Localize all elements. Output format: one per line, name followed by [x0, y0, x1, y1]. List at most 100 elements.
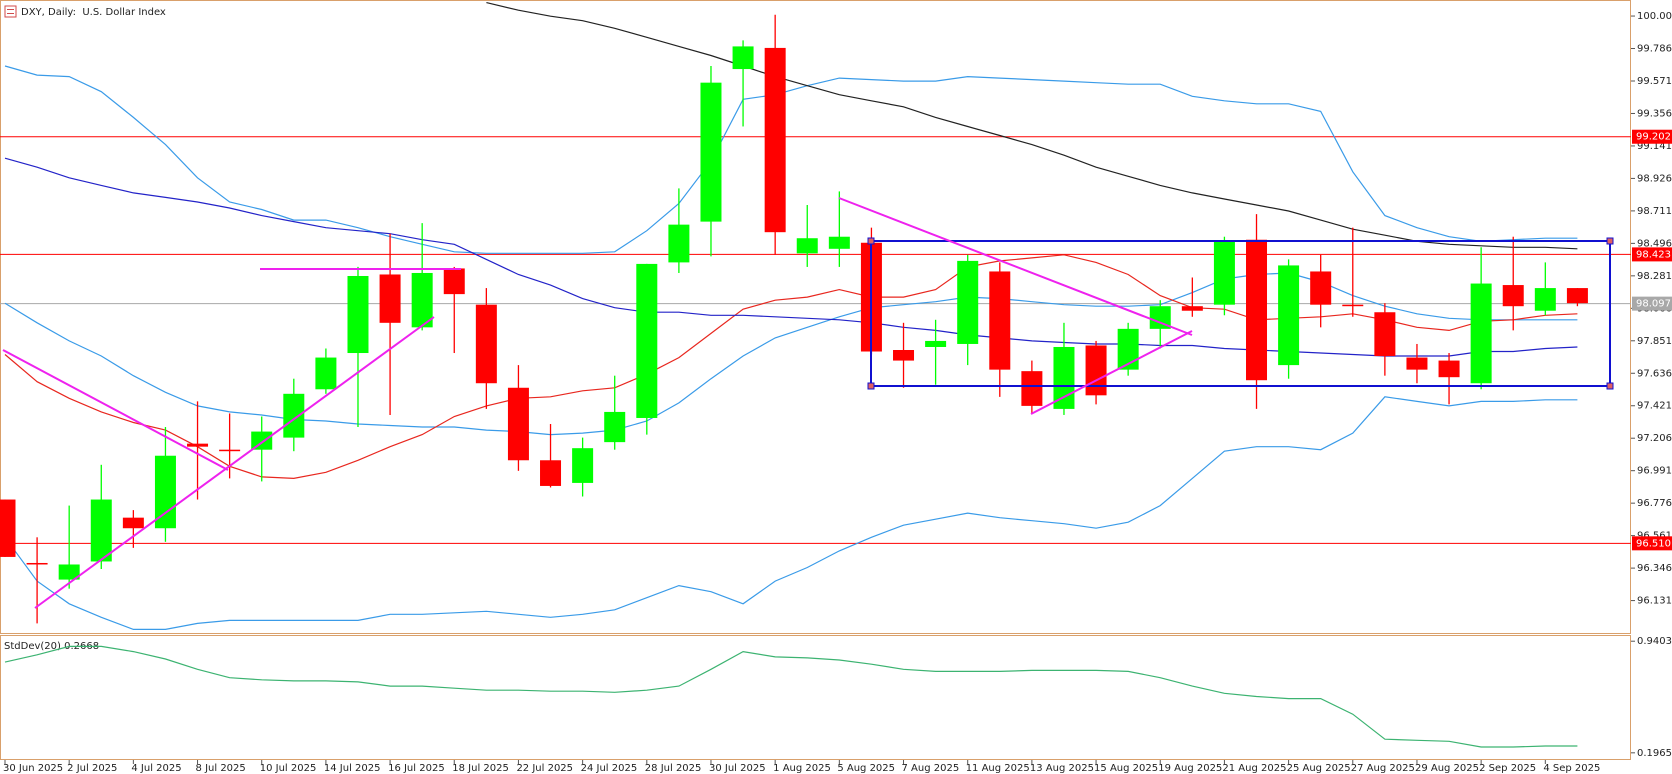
candle-body: [1406, 357, 1428, 370]
box-handle: [1606, 237, 1614, 245]
candle-body: [636, 263, 658, 418]
x-tick-label: 11 Aug 2025: [966, 763, 1030, 774]
candle-body: [764, 47, 786, 233]
symbol-icon: [4, 5, 17, 18]
candle-body: [0, 499, 16, 557]
y-tick-label: 96.776: [1637, 498, 1672, 509]
x-tick-label: 5 Aug 2025: [837, 763, 895, 774]
y-tick-label: 97.636: [1637, 368, 1672, 379]
candle-layer: [0, 14, 1588, 624]
candle-body: [1278, 265, 1300, 366]
x-tick-label: 4 Jul 2025: [131, 763, 181, 774]
trend-line: [2, 349, 229, 471]
candle-body: [1502, 285, 1524, 307]
candle-body: [347, 275, 369, 354]
chart-title: DXY, Daily: U.S. Dollar Index: [21, 7, 166, 18]
y-tick-label: 96.346: [1637, 563, 1672, 574]
x-tick-label: 28 Jul 2025: [645, 763, 702, 774]
candle-body: [700, 82, 722, 222]
y-tick-label: 99.141: [1637, 141, 1672, 152]
y-tick-label: 96.561: [1637, 531, 1672, 542]
candle-body: [58, 564, 80, 580]
candle-body: [315, 357, 337, 390]
candle-body: [1053, 346, 1075, 409]
candle-body: [1470, 283, 1492, 384]
title-block: DXY, Daily: U.S. Dollar Index: [4, 5, 166, 18]
candle-body: [411, 272, 433, 328]
y-tick-label: 99.356: [1637, 108, 1672, 119]
price-level-label: 98.423: [1636, 249, 1671, 260]
x-tick-label: 13 Aug 2025: [1030, 763, 1094, 774]
overlay-layer: [4, 2, 1578, 630]
sub-y-tick-label: 0.1965: [1637, 748, 1672, 759]
candle-body: [379, 274, 401, 323]
candle-body: [989, 271, 1011, 370]
trend-line: [34, 316, 435, 609]
candle-body: [219, 449, 241, 452]
drawing-objects: [2, 197, 1614, 609]
candle-body: [604, 411, 626, 443]
candle-body: [1566, 288, 1588, 304]
indicator-label: StdDev(20) 0.2668: [4, 641, 99, 652]
range-box: [870, 240, 1611, 387]
y-tick-label: 97.851: [1637, 336, 1672, 347]
candle-body: [957, 260, 979, 344]
y-tick-label: 100.001: [1637, 11, 1672, 22]
y-tick-label: 98.926: [1637, 173, 1672, 184]
x-tick-label: 29 Aug 2025: [1415, 763, 1479, 774]
indicator-line: [486, 2, 1578, 250]
candle-body: [1181, 306, 1203, 311]
candle-body: [668, 224, 690, 263]
x-tick-label: 7 Aug 2025: [902, 763, 960, 774]
price-level-box: [1632, 129, 1672, 144]
y-tick-label: 97.206: [1637, 433, 1672, 444]
y-tick-label: 98.496: [1637, 238, 1672, 249]
x-tick-label: 25 Aug 2025: [1287, 763, 1351, 774]
candle-body: [1438, 360, 1460, 378]
candle-body: [90, 499, 112, 562]
candle-body: [122, 517, 144, 529]
candle-body: [1117, 328, 1139, 370]
price-level-label: 96.510: [1636, 538, 1671, 549]
candle-body: [1310, 271, 1332, 305]
y-tick-label: 96.991: [1637, 466, 1672, 477]
price-level-label: 98.097: [1636, 299, 1671, 310]
y-tick-label: 99.786: [1637, 44, 1672, 55]
price-level-box: [1632, 296, 1672, 311]
x-tick-label: 24 Jul 2025: [581, 763, 638, 774]
price-level-box: [1632, 247, 1672, 262]
trend-line: [1030, 330, 1193, 415]
indicator-line: [4, 65, 1578, 254]
candle-body: [187, 443, 209, 447]
sub-y-tick-label: 0.9403: [1637, 636, 1672, 647]
y-tick-label: 99.571: [1637, 76, 1672, 87]
x-tick-label: 10 Jul 2025: [260, 763, 317, 774]
candle-body: [1149, 306, 1171, 329]
x-tick-label: 22 Jul 2025: [516, 763, 573, 774]
x-tick-label: 27 Aug 2025: [1351, 763, 1415, 774]
x-tick-label: 16 Jul 2025: [388, 763, 445, 774]
x-tick-label: 15 Aug 2025: [1094, 763, 1158, 774]
candle-body: [1534, 288, 1556, 311]
levels-layer: [0, 136, 1631, 544]
candle-body: [1021, 371, 1043, 406]
y-tick-label: 97.421: [1637, 401, 1672, 412]
stddev-line: [4, 645, 1578, 748]
x-tick-label: 14 Jul 2025: [324, 763, 381, 774]
x-tick-label: 18 Jul 2025: [452, 763, 509, 774]
x-tick-label: 4 Sep 2025: [1543, 763, 1600, 774]
candle-body: [540, 460, 562, 486]
price-level-box: [1632, 536, 1672, 551]
x-tick-label: 21 Aug 2025: [1222, 763, 1286, 774]
box-handle: [867, 382, 875, 390]
candle-body: [1213, 241, 1235, 305]
x-tick-label: 30 Jun 2025: [3, 763, 63, 774]
candle-body: [925, 340, 947, 347]
y-tick-label: 96.131: [1637, 596, 1672, 607]
trend-line: [838, 197, 1193, 336]
x-tick-label: 8 Jul 2025: [196, 763, 246, 774]
candle-body: [26, 562, 48, 565]
candle-body: [475, 304, 497, 384]
candle-body: [283, 393, 305, 438]
